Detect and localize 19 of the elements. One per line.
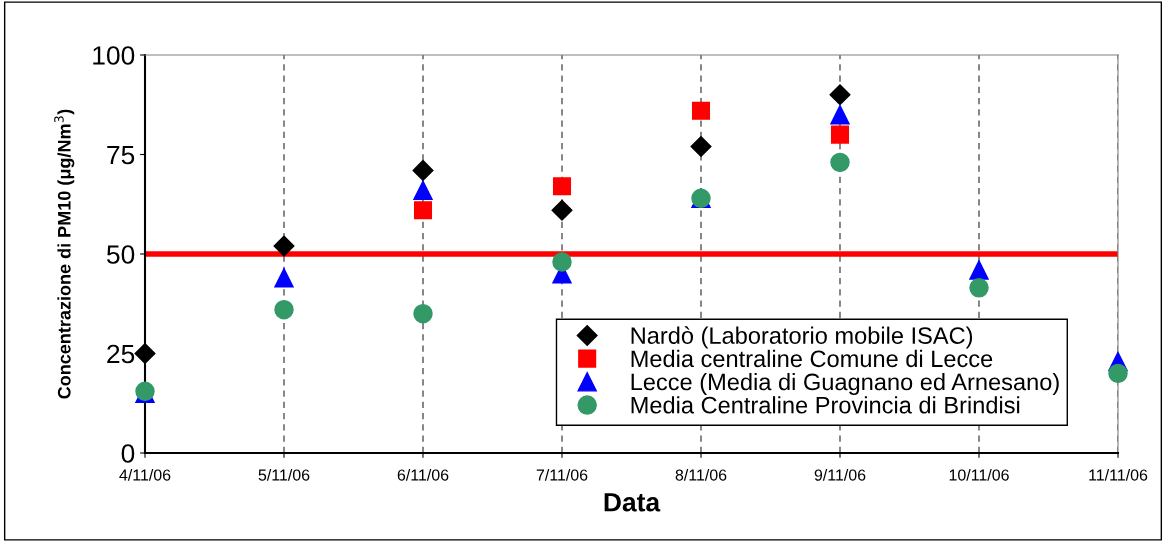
x-tick-label: 10/11/06	[949, 468, 1009, 481]
y-tick-label: 50	[106, 245, 135, 264]
x-tick-label: 5/11/06	[258, 468, 310, 481]
x-tick-label: 7/11/06	[536, 468, 588, 481]
x-axis-title: Data	[604, 493, 661, 512]
x-tick-label: 11/11/06	[1089, 468, 1148, 481]
x-tick-label: 4/11/06	[119, 468, 171, 481]
x-tick-label: 8/11/06	[675, 468, 727, 481]
legend-label: Nardò (Laboratorio mobile ISAC)	[631, 326, 973, 349]
legend-label: Lecce (Media di Guagnano ed Arnesano)	[631, 372, 1059, 395]
y-tick-label: 25	[107, 344, 135, 364]
legend-label: Media centraline Comune di Lecce	[631, 349, 993, 368]
legend-label: Media Centraline Provincia di Brindisi	[631, 396, 1020, 414]
y-tick-label: 0	[121, 444, 135, 463]
x-tick-label: 9/11/06	[814, 468, 866, 481]
y-axis-title: Concentrazione di PM10 (μg/Nm$^{3}$)	[54, 109, 75, 399]
y-tick-label: 100	[93, 46, 135, 65]
y-tick-label: 75	[107, 145, 135, 165]
x-tick-label: 6/11/06	[397, 468, 449, 481]
